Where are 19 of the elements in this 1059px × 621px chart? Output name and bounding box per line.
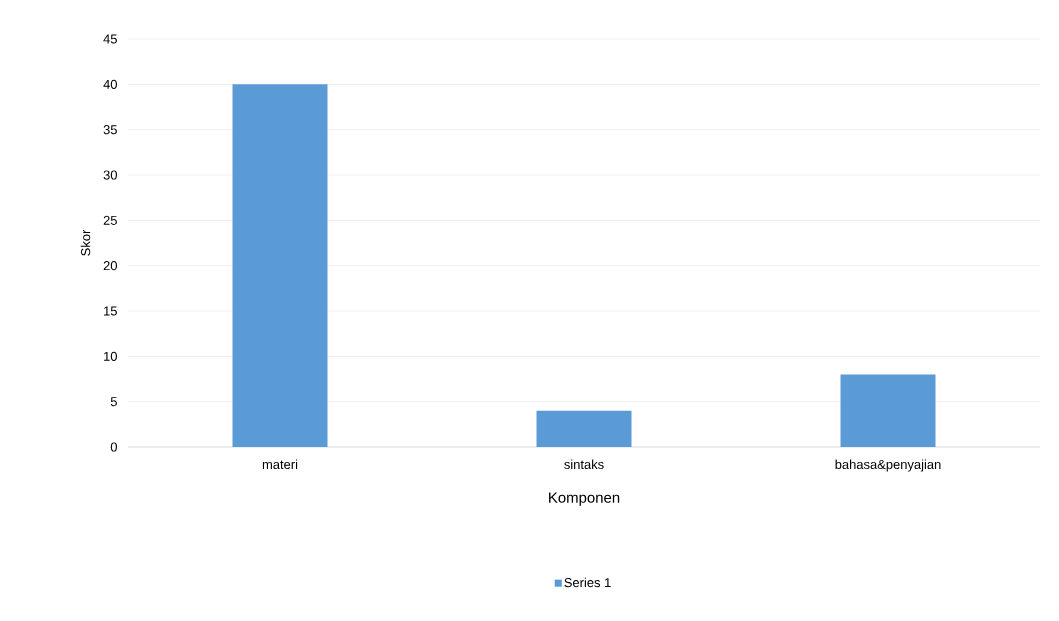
y-tick-label: 45 — [103, 34, 117, 44]
y-tick-label: 5 — [110, 397, 117, 407]
x-tick-label: bahasa&penyajian — [835, 459, 941, 472]
y-tick-label: 35 — [103, 125, 117, 135]
x-tick-label: sintaks — [564, 459, 604, 470]
bar — [840, 374, 936, 447]
y-tick-label: 0 — [110, 442, 117, 452]
x-axis-title: Komponen — [549, 492, 620, 506]
y-tick-label: 10 — [104, 351, 117, 361]
y-tick-label: 40 — [103, 79, 117, 89]
bar — [536, 410, 632, 447]
y-axis-title: Skor — [80, 229, 91, 256]
y-tick-label: 25 — [103, 215, 117, 225]
x-tick-label: materi — [262, 459, 298, 470]
bar — [232, 84, 328, 447]
y-tick-label: 30 — [103, 170, 117, 180]
legend-label: Series 1 — [564, 577, 611, 588]
y-tick-label: 15 — [104, 306, 117, 316]
y-tick-label: 20 — [103, 261, 117, 271]
